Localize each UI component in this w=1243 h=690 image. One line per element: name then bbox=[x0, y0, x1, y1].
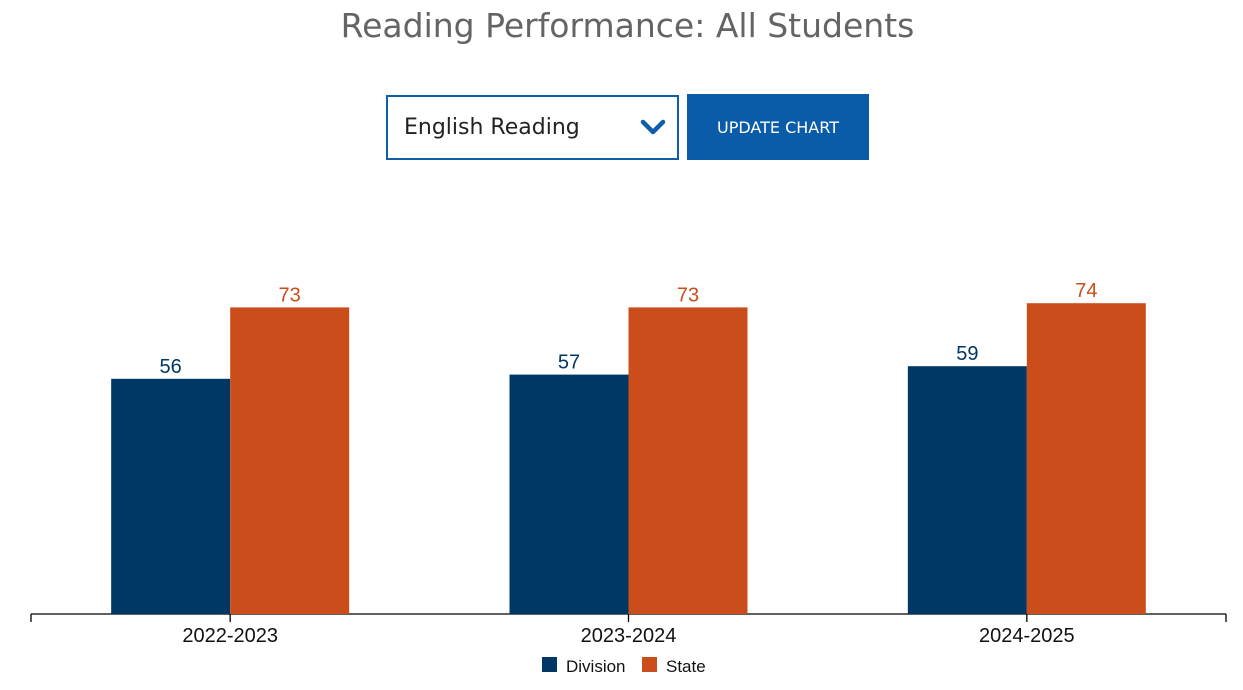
legend-label-division: Division bbox=[566, 657, 626, 676]
data-label: 73 bbox=[677, 284, 699, 306]
legend-swatch-division bbox=[542, 657, 557, 672]
bar-state bbox=[1026, 303, 1146, 614]
page-title: Reading Performance: All Students bbox=[340, 6, 915, 45]
x-tick-label: 2024-2025 bbox=[979, 625, 1075, 647]
subject-select[interactable]: English Reading bbox=[386, 95, 679, 160]
data-label: 74 bbox=[1075, 280, 1097, 302]
data-label: 57 bbox=[558, 352, 580, 374]
legend-swatch-state bbox=[642, 657, 657, 672]
chevron-down-icon bbox=[640, 119, 666, 135]
x-tick-label: 2022-2023 bbox=[182, 625, 278, 647]
data-label: 56 bbox=[160, 356, 182, 378]
bar-division bbox=[509, 374, 629, 614]
data-label: 73 bbox=[279, 284, 301, 306]
bar-state bbox=[230, 307, 350, 614]
bar-division bbox=[111, 378, 231, 614]
update-chart-button[interactable]: UPDATE CHART bbox=[687, 94, 869, 160]
bar-division bbox=[907, 366, 1027, 614]
subject-select-value: English Reading bbox=[404, 115, 580, 140]
bar-state bbox=[628, 307, 748, 614]
x-tick-label: 2023-2024 bbox=[581, 625, 677, 647]
data-label: 59 bbox=[956, 343, 978, 365]
legend-label-state: State bbox=[666, 657, 706, 676]
